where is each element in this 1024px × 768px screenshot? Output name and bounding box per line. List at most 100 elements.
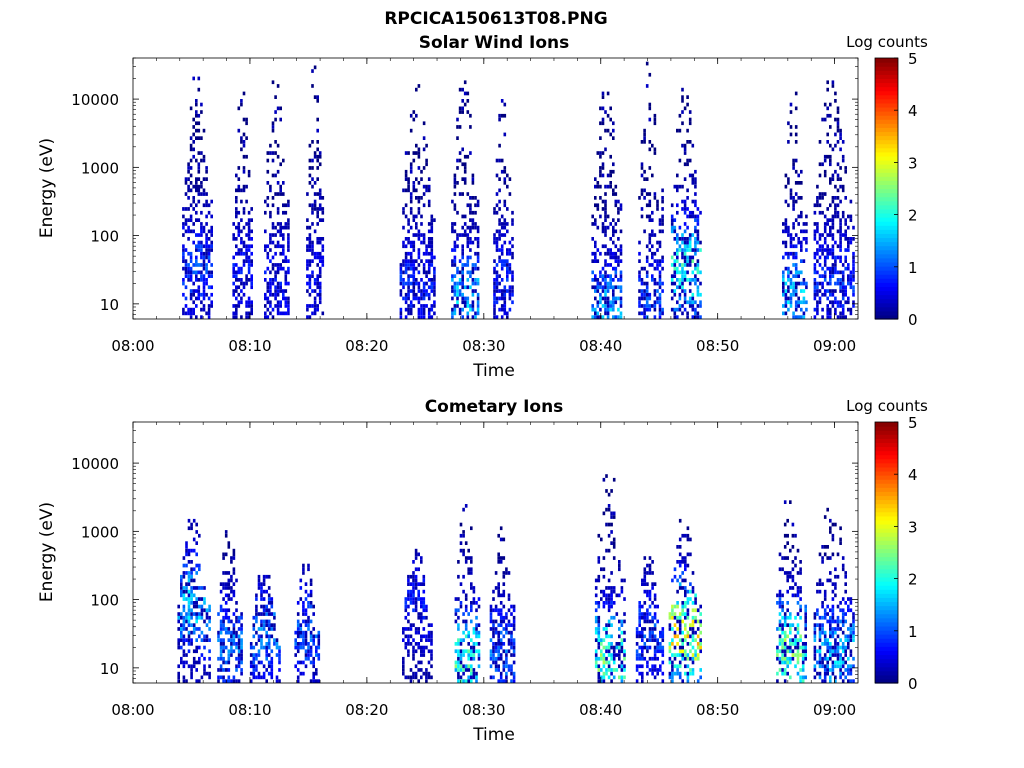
heatmap-cell <box>645 274 649 278</box>
heatmap-cell <box>688 259 692 263</box>
heatmap-cell <box>407 593 410 598</box>
heatmap-cell <box>612 218 615 222</box>
heatmap-cell <box>469 255 472 260</box>
heatmap-cell <box>841 270 845 275</box>
heatmap-cell <box>240 653 243 657</box>
heatmap-cell <box>177 604 180 609</box>
heatmap-cell <box>456 289 459 293</box>
heatmap-cell <box>237 233 241 237</box>
heatmap-cell <box>287 281 290 286</box>
heatmap-cell <box>189 158 193 163</box>
heatmap-cell <box>594 289 597 293</box>
heatmap-cell <box>187 593 191 598</box>
heatmap-cell <box>224 645 228 650</box>
heatmap-cell <box>673 630 677 635</box>
heatmap-cell <box>415 296 418 301</box>
heatmap-cell <box>844 649 847 654</box>
heatmap-cell <box>852 278 855 282</box>
heatmap-cell <box>661 653 665 657</box>
heatmap-cell <box>222 586 225 590</box>
heatmap-cell <box>792 315 795 319</box>
heatmap-cell <box>619 248 623 252</box>
heatmap-cell <box>678 244 682 249</box>
heatmap-cell <box>831 660 835 665</box>
heatmap-cell <box>841 233 845 237</box>
heatmap-cell <box>207 270 211 275</box>
heatmap-cell <box>834 679 837 683</box>
heatmap-cell <box>602 601 606 605</box>
heatmap-cell <box>789 196 793 200</box>
heatmap-cell <box>195 188 198 193</box>
heatmap-cell <box>597 656 601 661</box>
heatmap-cell <box>591 285 594 290</box>
heatmap-cell <box>681 304 684 308</box>
heatmap-cell <box>453 259 457 263</box>
heatmap-cell <box>276 292 280 297</box>
heatmap-cell <box>464 623 468 627</box>
heatmap-cell <box>659 634 662 639</box>
heatmap-cell <box>237 649 241 654</box>
heatmap-cell <box>493 240 496 245</box>
heatmap-cell <box>456 181 459 185</box>
heatmap-cell <box>778 593 782 598</box>
heatmap-cell <box>414 586 418 590</box>
heatmap-cell <box>787 181 790 185</box>
heatmap-cell <box>643 177 646 181</box>
heatmap-cell <box>789 188 793 193</box>
heatmap-cell <box>681 240 684 245</box>
heatmap-cell <box>668 656 672 661</box>
heatmap-cell <box>599 214 602 219</box>
heatmap-cell <box>182 233 185 237</box>
heatmap-cell <box>834 281 837 286</box>
heatmap-cell <box>317 679 321 683</box>
heatmap-cell <box>796 649 800 654</box>
heatmap-cell <box>661 671 665 676</box>
heatmap-cell <box>182 259 185 263</box>
heatmap-cell <box>787 270 790 275</box>
heatmap-cell <box>643 281 646 286</box>
heatmap-cell <box>676 255 679 260</box>
heatmap-cell <box>232 627 236 631</box>
heatmap-cell <box>240 102 243 107</box>
y-tick-label: 10000 <box>71 91 119 109</box>
heatmap-cell <box>192 612 196 616</box>
heatmap-cell <box>849 218 853 222</box>
heatmap-cell <box>638 645 641 650</box>
heatmap-cell <box>433 289 436 293</box>
heatmap-cell <box>839 664 842 669</box>
heatmap-cell <box>192 270 195 275</box>
heatmap-cell <box>407 237 410 241</box>
heatmap-cell <box>474 315 477 319</box>
heatmap-cell <box>605 668 608 672</box>
heatmap-cell <box>841 154 845 159</box>
heatmap-cell <box>198 604 201 609</box>
heatmap-cell <box>792 289 795 293</box>
heatmap-cell <box>831 304 835 308</box>
heatmap-cell <box>474 251 477 256</box>
heatmap-cell <box>849 634 853 639</box>
heatmap-cell <box>427 229 431 234</box>
heatmap-cell <box>187 571 191 575</box>
heatmap-cell <box>787 229 790 234</box>
heatmap-cell <box>202 255 206 260</box>
heatmap-cell <box>296 668 300 672</box>
heatmap-cell <box>414 556 418 560</box>
heatmap-cell <box>200 307 203 312</box>
heatmap-cell <box>617 255 620 260</box>
heatmap-cell <box>222 675 225 680</box>
heatmap-cell <box>617 207 620 211</box>
heatmap-cell <box>500 99 504 103</box>
heatmap-cell <box>304 612 308 616</box>
heatmap-cell <box>469 210 472 215</box>
heatmap-cell <box>240 278 243 282</box>
heatmap-cell <box>800 307 803 312</box>
heatmap-cell <box>237 656 241 661</box>
heatmap-cell <box>407 307 410 312</box>
heatmap-cell <box>279 304 282 308</box>
heatmap-cell <box>422 281 426 286</box>
heatmap-cell <box>638 623 641 627</box>
heatmap-cell <box>612 255 615 260</box>
heatmap-cell <box>805 307 808 312</box>
heatmap-cell <box>321 196 325 200</box>
colorbar-segment <box>875 188 898 194</box>
